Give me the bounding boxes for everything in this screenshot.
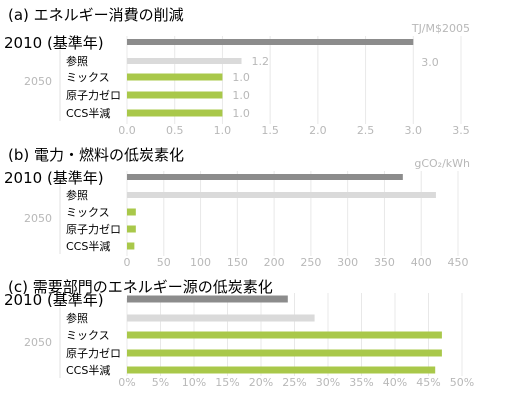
group-label-2050: 2050: [24, 212, 52, 225]
tick-label: 0.0: [118, 124, 136, 137]
tick-label: 25%: [282, 376, 306, 389]
category-label: 原子力ゼロ: [66, 347, 121, 360]
category-label: ミックス: [66, 71, 110, 84]
tick-label: 350: [374, 256, 395, 269]
panel-title: (b) 電力・燃料の低炭素化: [8, 146, 184, 164]
bar: [127, 91, 223, 99]
tick-label: 45%: [416, 376, 440, 389]
panel-title: (c) 需要部門のエネルギー源の低炭素化: [8, 278, 273, 296]
tick-label: 150: [227, 256, 248, 269]
bar: [127, 225, 136, 233]
tick-label: 3.0: [405, 124, 423, 137]
tick-label: 1.5: [261, 124, 279, 137]
base-year-label: 2010 (基準年): [4, 291, 104, 309]
tick-label: 200: [264, 256, 285, 269]
bar: [127, 39, 414, 45]
category-label: ミックス: [66, 329, 110, 342]
base-year-label: 2010 (基準年): [4, 34, 104, 52]
tick-label: 250: [300, 256, 321, 269]
bar: [127, 208, 136, 216]
bar: [127, 242, 135, 250]
unit-label: TJ/M$2005: [411, 22, 470, 35]
bar: [127, 73, 223, 81]
category-label: CCS半減: [66, 239, 110, 253]
tick-label: 3.5: [452, 124, 470, 137]
bar: [127, 192, 436, 198]
data-label: 1.2: [252, 55, 270, 68]
panel-title-box: [4, 4, 180, 26]
panel-title: (a) エネルギー消費の削減: [8, 6, 184, 24]
category-label: 参照: [66, 54, 88, 68]
category-label: ミックス: [66, 206, 110, 219]
category-label: 原子力ゼロ: [66, 223, 121, 236]
panel-title-box: [4, 142, 186, 164]
tick-label: 400: [411, 256, 432, 269]
bar: [127, 58, 242, 64]
group-label-2050: 2050: [24, 75, 52, 88]
tick-label: 10%: [182, 376, 206, 389]
tick-label: 0%: [118, 376, 135, 389]
category-label: CCS半減: [66, 106, 110, 120]
tick-label: 50%: [450, 376, 474, 389]
tick-label: 5%: [152, 376, 169, 389]
tick-label: 2.0: [309, 124, 327, 137]
data-label: 1.0: [232, 107, 250, 120]
data-label: 1.0: [232, 89, 250, 102]
panel-title-box: [4, 276, 284, 298]
unit-label: gCO₂/kWh: [414, 157, 470, 170]
tick-label: 40%: [383, 376, 407, 389]
category-label: 参照: [66, 311, 88, 325]
tick-label: 450: [448, 256, 469, 269]
tick-label: 35%: [349, 376, 373, 389]
tick-label: 15%: [215, 376, 239, 389]
bar: [127, 331, 442, 339]
bar: [127, 109, 223, 117]
bar: [127, 366, 436, 374]
bar: [127, 349, 442, 357]
data-label: 3.0: [421, 56, 439, 69]
category-label: 原子力ゼロ: [66, 89, 121, 102]
tick-label: 1.0: [214, 124, 232, 137]
bar: [127, 314, 315, 322]
tick-label: 20%: [249, 376, 273, 389]
tick-label: 30%: [316, 376, 340, 389]
tick-label: 50: [157, 256, 171, 269]
bar: [127, 174, 403, 180]
bar: [127, 295, 288, 303]
tick-label: 100: [190, 256, 211, 269]
group-label-2050: 2050: [24, 336, 52, 349]
tick-label: 0.5: [166, 124, 184, 137]
tick-label: 300: [337, 256, 358, 269]
base-year-label: 2010 (基準年): [4, 169, 104, 187]
tick-label: 0: [124, 256, 131, 269]
category-label: CCS半減: [66, 363, 110, 377]
category-label: 参照: [66, 188, 88, 202]
data-label: 1.0: [232, 71, 250, 84]
tick-label: 2.5: [357, 124, 375, 137]
